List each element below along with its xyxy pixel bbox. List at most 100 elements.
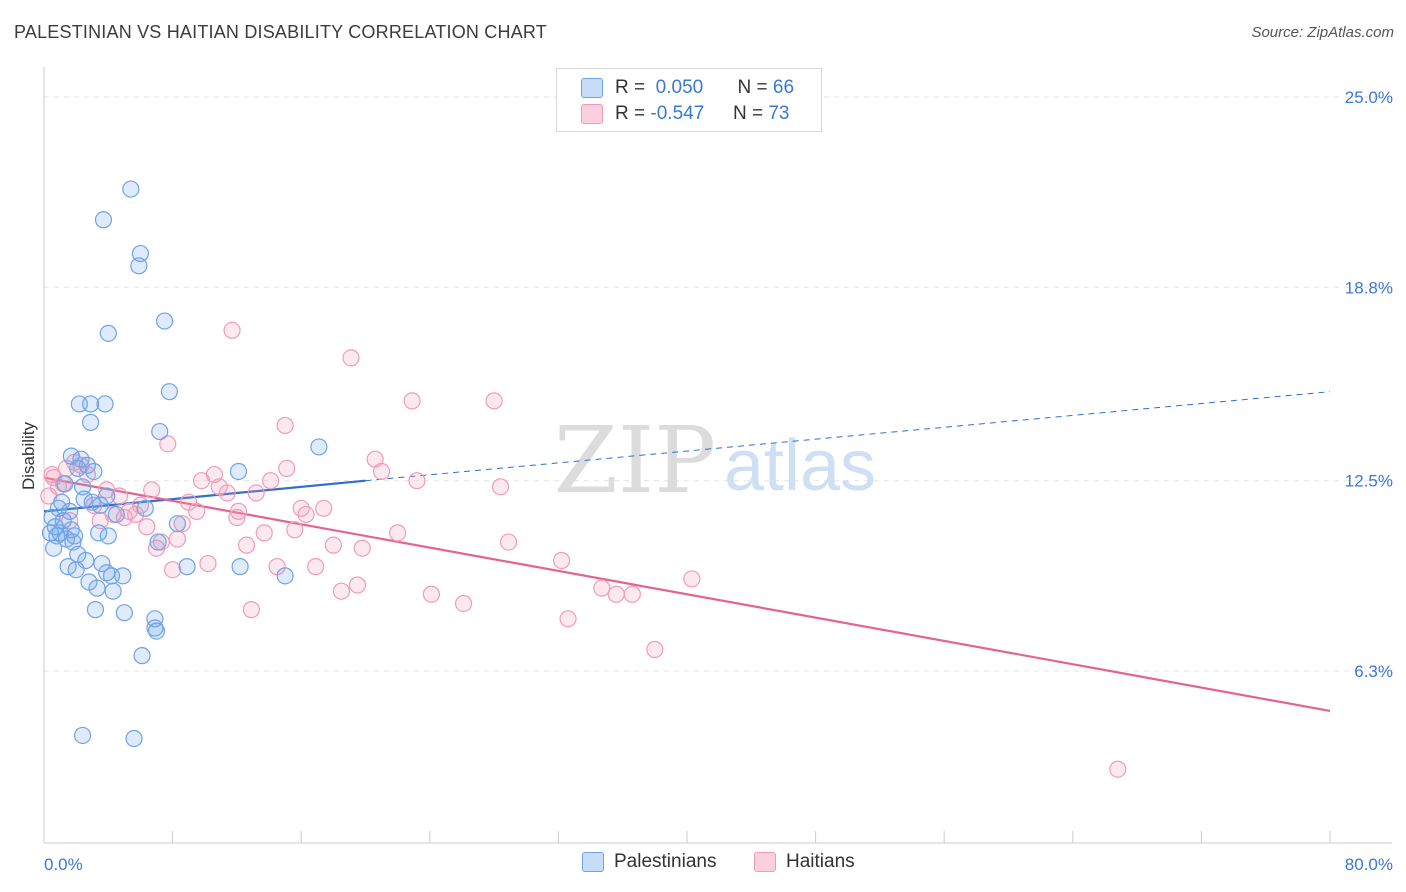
haitian-point xyxy=(332,582,350,600)
haitian-point xyxy=(372,462,391,481)
watermark-atlas: atlas xyxy=(724,426,876,506)
palestinian-point xyxy=(61,502,79,520)
haitian-point xyxy=(342,349,360,367)
palestinian-point xyxy=(160,383,178,401)
legend-item-haitians[interactable]: Haitians xyxy=(754,851,855,873)
palestinians-trend-extension xyxy=(365,391,1331,482)
haitian-point xyxy=(408,472,426,490)
haitian-point xyxy=(199,554,217,573)
haitian-point xyxy=(553,551,571,570)
palestinian-point xyxy=(178,558,196,576)
palestinian-point xyxy=(114,567,132,585)
haitian-point xyxy=(315,499,333,517)
axes xyxy=(43,67,1392,844)
legend-row-haitians: R = -0.547 N = 73 xyxy=(581,103,789,125)
y-tick-label: 12.5% xyxy=(1345,472,1393,491)
haitian-point xyxy=(491,478,510,496)
palestinian-point xyxy=(93,554,111,573)
haitian-point xyxy=(389,524,407,542)
palestinian-point xyxy=(231,558,249,576)
haitian-point xyxy=(353,539,371,557)
haitian-point xyxy=(454,594,473,613)
haitian-point xyxy=(159,435,177,453)
haitian-point xyxy=(623,585,641,603)
correlation-legend: R = 0.050 N = 66 R = -0.547 N = 73 xyxy=(556,68,822,132)
palestinian-point xyxy=(133,647,151,665)
palestinian-point xyxy=(130,257,148,275)
palestinian-point xyxy=(147,622,166,640)
n-value: 73 xyxy=(768,103,790,124)
haitian-point xyxy=(242,601,260,619)
data-points xyxy=(40,180,1127,778)
palestinian-point xyxy=(82,395,100,413)
palestinian-point xyxy=(122,180,140,198)
palestinian-point xyxy=(168,515,187,533)
haitians-swatch xyxy=(581,104,603,124)
haitian-point xyxy=(173,515,191,533)
palestinian-point xyxy=(276,567,294,585)
watermark-zip: ZIP xyxy=(554,407,716,514)
x-tick-labels: 0.0% 80.0% xyxy=(44,855,1393,874)
legend-label-palestinians: Palestinians xyxy=(614,851,717,872)
haitian-point xyxy=(1109,760,1127,778)
palestinian-point xyxy=(91,496,109,514)
palestinian-point xyxy=(99,527,117,545)
palestinian-point xyxy=(136,499,154,517)
y-tick-label: 18.8% xyxy=(1345,278,1393,297)
haitian-point xyxy=(223,321,241,339)
palestinian-point xyxy=(90,524,108,542)
palestinian-point xyxy=(98,564,116,582)
chart-title: PALESTINIAN VS HAITIAN DISABILITY CORREL… xyxy=(14,22,547,42)
palestinian-point xyxy=(82,413,100,431)
haitian-point xyxy=(43,465,61,484)
palestinian-point xyxy=(94,211,113,229)
haitian-point xyxy=(324,536,342,554)
haitian-point xyxy=(110,487,129,505)
source-note: Source: ZipAtlas.com xyxy=(1251,24,1394,41)
y-tick-label: 25.0% xyxy=(1345,88,1393,107)
palestinian-point xyxy=(43,508,61,527)
haitians-trend-line xyxy=(43,476,1331,712)
haitian-point xyxy=(247,484,265,502)
haitian-point xyxy=(237,536,256,554)
trend-lines xyxy=(43,391,1331,712)
palestinian-point xyxy=(104,582,122,600)
palestinian-point xyxy=(85,462,103,481)
haitian-point xyxy=(422,585,441,603)
palestinian-point xyxy=(98,487,116,505)
y-axis-label: Disability xyxy=(19,421,38,490)
y-tick-labels: 6.3% 12.5% 18.8% 25.0% xyxy=(1345,88,1393,681)
palestinian-point xyxy=(73,726,92,745)
y-tick-label: 6.3% xyxy=(1354,662,1393,681)
legend-item-palestinians[interactable]: Palestinians xyxy=(582,851,716,873)
haitian-point xyxy=(218,484,236,502)
haitian-point xyxy=(255,524,273,542)
haitian-point xyxy=(286,521,304,539)
palestinians-trend-line xyxy=(43,479,366,513)
palestinian-point xyxy=(96,395,114,413)
palestinian-point xyxy=(86,601,105,619)
haitian-point xyxy=(593,579,611,597)
palestinian-point xyxy=(107,505,125,524)
palestinian-point xyxy=(73,478,92,496)
haitian-point xyxy=(646,640,664,659)
haitian-point xyxy=(262,472,280,490)
palestinian-point xyxy=(72,450,90,468)
haitian-point xyxy=(499,533,518,551)
n-label: N = xyxy=(737,77,768,98)
legend-label-haitians: Haitians xyxy=(786,851,855,872)
r-label: R = xyxy=(615,77,646,98)
haitian-point xyxy=(138,518,156,536)
r-value: -0.547 xyxy=(650,103,705,124)
series-legend: Palestinians Haitians xyxy=(0,851,1406,877)
palestinian-point xyxy=(146,610,164,628)
haitian-point xyxy=(297,505,315,524)
palestinian-point xyxy=(115,604,133,622)
palestinian-point xyxy=(69,459,87,478)
haitian-point xyxy=(164,561,182,579)
palestinian-point xyxy=(131,244,150,263)
haitian-point xyxy=(276,416,294,435)
haitian-point xyxy=(143,481,161,499)
palestinian-point xyxy=(155,312,174,330)
